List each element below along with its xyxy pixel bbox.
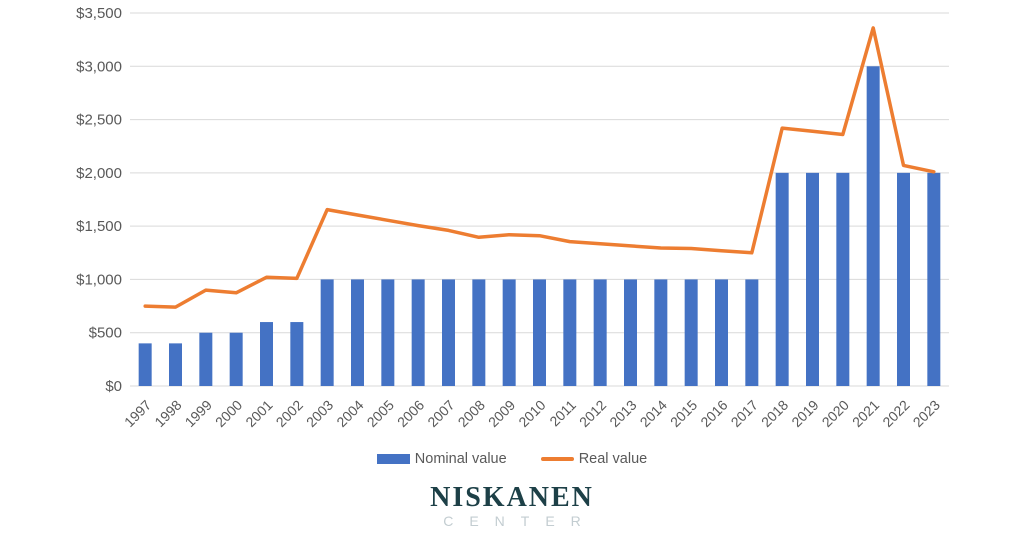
logo-title: NISKANEN	[430, 482, 594, 513]
nominal-bar-2002	[290, 322, 304, 386]
nominal-bar-2021	[866, 66, 880, 387]
legend-label-nominal: Nominal value	[414, 451, 507, 467]
nominal-bar-2013	[624, 279, 637, 386]
nominal-bar-2015	[684, 279, 698, 386]
nominal-value-swatch-icon	[376, 454, 410, 464]
nominal-bar-2011	[563, 279, 577, 386]
x-axis-tick-label-2003: 2003	[303, 397, 336, 430]
x-axis-tick-label-1997: 1997	[121, 397, 154, 430]
nominal-bar-2001	[260, 322, 273, 386]
y-axis-tick-label: $3,000	[76, 58, 122, 75]
nominal-bar-2005	[381, 279, 395, 386]
y-axis-tick-label: $2,000	[76, 165, 122, 182]
y-axis-tick-label: $1,500	[76, 218, 122, 235]
nominal-bar-2018	[775, 172, 789, 386]
x-axis-tick-label-2008: 2008	[455, 397, 488, 430]
x-axis-tick-label-2007: 2007	[424, 397, 457, 430]
nominal-bar-2003	[320, 279, 334, 386]
y-axis-tick-label: $3,500	[76, 5, 122, 22]
x-axis-tick-label-2001: 2001	[242, 397, 275, 430]
x-axis-tick-label-2014: 2014	[637, 397, 670, 430]
nominal-vs-real-value-chart: $0 $500 $1,000 $1,500 $2,000 $2,500 $3,000 $3,5…	[76, 5, 949, 430]
legend-item-nominal: Nominal value	[376, 451, 507, 467]
x-axis-tick-label-2023: 2023	[910, 397, 943, 430]
x-axis-tick-label-2006: 2006	[394, 397, 427, 430]
nominal-bar-2004	[351, 279, 364, 386]
nominal-bar-2020	[836, 172, 850, 386]
x-axis-tick-label-2019: 2019	[788, 397, 821, 430]
x-axis-tick-label-1999: 1999	[182, 397, 215, 430]
x-axis-tick-label-2009: 2009	[485, 397, 518, 430]
nominal-bar-2007	[442, 279, 455, 386]
x-axis-tick-label-2022: 2022	[879, 397, 912, 430]
nominal-bar-2008	[472, 279, 486, 386]
nominal-bar-2012	[593, 279, 607, 386]
legend-item-real: Real value	[540, 451, 648, 467]
nominal-bar-2014	[654, 279, 668, 386]
logo-subtitle: CENTER	[443, 513, 597, 530]
nominal-bar-1998	[169, 343, 182, 386]
x-axis-tick-label-2002: 2002	[273, 397, 306, 430]
nominal-bar-2019	[806, 172, 819, 386]
x-axis-tick-label-2011: 2011	[546, 397, 579, 430]
nominal-bar-2016	[715, 279, 728, 386]
nominal-bar-2010	[533, 279, 546, 386]
x-axis-tick-label-1998: 1998	[151, 397, 184, 430]
y-axis-tick-label: $2,500	[76, 112, 122, 129]
x-axis-tick-label-2005: 2005	[364, 397, 397, 430]
y-axis-tick-label: $1,000	[76, 271, 122, 288]
x-axis-tick-label-2018: 2018	[758, 397, 791, 430]
nominal-bar-1997	[138, 343, 152, 386]
nominal-bar-2006	[411, 279, 425, 386]
chart-legend: Nominal value Real value	[0, 451, 1024, 467]
y-axis-tick-label: $0	[105, 378, 122, 395]
nominal-bar-2022	[897, 172, 910, 386]
niskanen-center-logo: NISKANEN CENTER	[0, 482, 1024, 530]
y-axis-tick-label: $500	[89, 325, 122, 342]
x-axis-tick-label-2012: 2012	[576, 397, 609, 430]
legend-label-real: Real value	[578, 451, 648, 467]
nominal-bar-2009	[502, 279, 516, 386]
x-axis-tick-label-2015: 2015	[667, 397, 700, 430]
x-axis-tick-label-2017: 2017	[728, 397, 761, 430]
real-value-line	[143, 26, 936, 309]
x-axis-tick-label-2021: 2021	[849, 397, 882, 430]
x-axis-tick-label-2013: 2013	[606, 397, 639, 430]
nominal-bar-1999	[199, 332, 213, 386]
nominal-bar-2000	[229, 332, 243, 386]
nominal-bar-2017	[745, 279, 759, 386]
x-axis-tick-label-2010: 2010	[515, 397, 548, 430]
real-value-line-swatch-icon	[540, 457, 574, 461]
x-axis-tick-label-2020: 2020	[819, 397, 852, 430]
nominal-bar-2023	[927, 172, 941, 386]
x-axis-tick-label-2000: 2000	[212, 397, 245, 430]
x-axis-tick-label-2016: 2016	[697, 397, 730, 430]
x-axis-tick-label-2004: 2004	[333, 397, 366, 430]
